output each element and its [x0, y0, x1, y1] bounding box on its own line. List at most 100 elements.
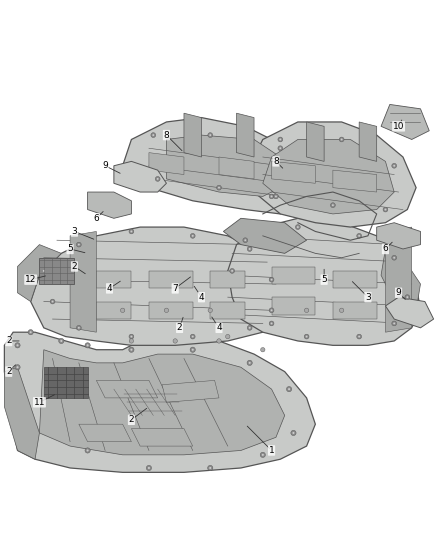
Circle shape: [120, 308, 125, 312]
Polygon shape: [114, 161, 166, 192]
Circle shape: [261, 348, 265, 352]
Polygon shape: [381, 249, 420, 310]
Circle shape: [393, 257, 395, 259]
Circle shape: [339, 137, 344, 142]
Circle shape: [296, 225, 300, 230]
Polygon shape: [210, 302, 245, 319]
Circle shape: [271, 279, 272, 280]
Text: 3: 3: [365, 293, 371, 302]
Polygon shape: [96, 302, 131, 319]
Circle shape: [260, 452, 265, 457]
Text: 3: 3: [71, 227, 78, 236]
Text: 2: 2: [6, 336, 11, 345]
Circle shape: [208, 308, 212, 312]
Circle shape: [341, 139, 343, 140]
Polygon shape: [385, 297, 434, 328]
Polygon shape: [96, 271, 131, 288]
Circle shape: [217, 339, 221, 343]
Text: 8: 8: [163, 131, 170, 140]
Polygon shape: [44, 367, 88, 398]
Polygon shape: [162, 381, 219, 402]
Circle shape: [278, 137, 283, 142]
Circle shape: [209, 467, 211, 469]
Circle shape: [216, 185, 221, 190]
Circle shape: [76, 242, 81, 247]
Polygon shape: [359, 122, 377, 161]
Circle shape: [269, 308, 274, 313]
Circle shape: [30, 331, 32, 333]
Polygon shape: [219, 157, 254, 179]
Circle shape: [209, 134, 211, 136]
Circle shape: [271, 322, 272, 325]
Circle shape: [28, 329, 33, 335]
Polygon shape: [39, 258, 74, 284]
Circle shape: [87, 344, 88, 346]
Circle shape: [59, 338, 64, 344]
Circle shape: [357, 334, 361, 339]
Text: 5: 5: [321, 275, 327, 284]
Circle shape: [76, 326, 81, 330]
Polygon shape: [149, 302, 193, 319]
Circle shape: [249, 248, 251, 250]
Circle shape: [393, 165, 395, 167]
Text: 6: 6: [93, 214, 99, 223]
Circle shape: [129, 334, 134, 339]
Circle shape: [262, 454, 264, 456]
Circle shape: [243, 238, 248, 243]
Circle shape: [358, 336, 360, 337]
Circle shape: [190, 334, 195, 339]
Circle shape: [269, 321, 274, 326]
Circle shape: [249, 362, 251, 364]
Polygon shape: [272, 297, 315, 314]
Circle shape: [15, 343, 20, 348]
Polygon shape: [333, 170, 377, 192]
Text: 2: 2: [129, 415, 134, 424]
Circle shape: [15, 365, 20, 370]
Polygon shape: [210, 271, 245, 288]
Polygon shape: [272, 266, 315, 284]
Circle shape: [85, 448, 90, 453]
Circle shape: [152, 134, 154, 136]
Circle shape: [85, 343, 90, 348]
Text: 2: 2: [177, 324, 182, 332]
Circle shape: [17, 366, 18, 368]
Circle shape: [17, 344, 18, 346]
Polygon shape: [79, 424, 131, 442]
Text: 5: 5: [67, 245, 73, 254]
Circle shape: [131, 230, 132, 232]
Circle shape: [279, 147, 281, 149]
Circle shape: [297, 226, 299, 228]
Circle shape: [286, 386, 292, 392]
Polygon shape: [149, 152, 184, 174]
Polygon shape: [88, 192, 131, 219]
Text: 2: 2: [6, 367, 11, 376]
Circle shape: [244, 239, 246, 241]
Polygon shape: [333, 302, 377, 319]
Circle shape: [269, 194, 274, 199]
Circle shape: [392, 321, 396, 326]
Circle shape: [131, 349, 132, 351]
Text: 4: 4: [216, 324, 222, 332]
Circle shape: [43, 270, 45, 272]
Circle shape: [231, 270, 233, 272]
Circle shape: [230, 269, 235, 273]
Circle shape: [383, 207, 388, 212]
Circle shape: [146, 465, 152, 471]
Circle shape: [190, 233, 195, 238]
Text: 9: 9: [396, 288, 402, 297]
Circle shape: [392, 255, 396, 260]
Circle shape: [249, 327, 251, 329]
Circle shape: [247, 360, 252, 366]
Text: 2: 2: [72, 262, 77, 271]
Circle shape: [393, 322, 395, 325]
Circle shape: [192, 336, 194, 337]
Circle shape: [129, 229, 134, 234]
Circle shape: [306, 336, 307, 337]
Text: 10: 10: [393, 122, 404, 131]
Circle shape: [247, 326, 252, 330]
Text: 7: 7: [172, 284, 178, 293]
Polygon shape: [4, 367, 39, 459]
Circle shape: [78, 327, 80, 329]
Circle shape: [148, 467, 150, 469]
Circle shape: [304, 334, 309, 339]
